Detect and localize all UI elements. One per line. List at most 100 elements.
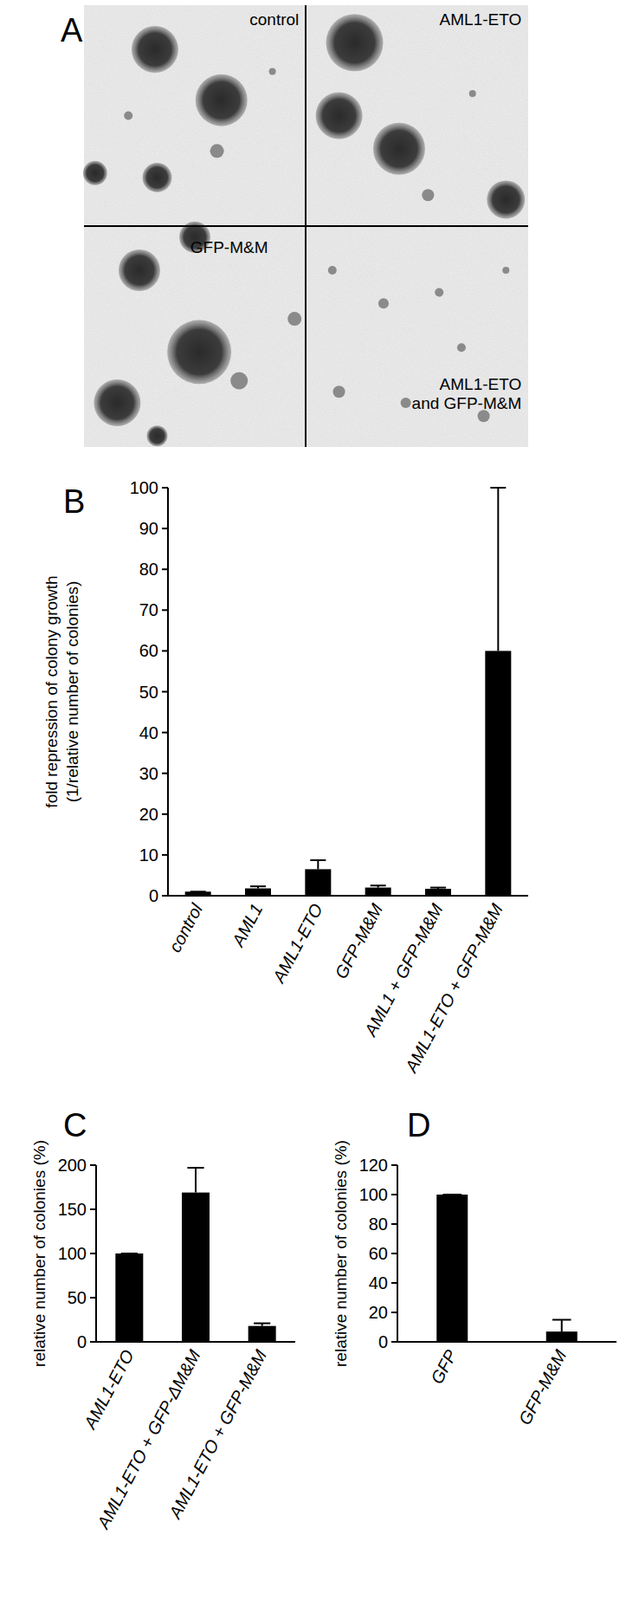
error-bar	[250, 885, 266, 888]
x-axis	[397, 1340, 617, 1343]
micrograph-background	[83, 225, 306, 447]
colony	[230, 372, 248, 390]
colony	[118, 249, 161, 291]
error-stem	[316, 859, 319, 869]
divider	[83, 225, 529, 227]
error-cap	[309, 858, 326, 861]
colony	[83, 161, 108, 186]
y-tick	[90, 1340, 97, 1343]
y-tick	[161, 894, 168, 897]
y-tick	[391, 1340, 398, 1343]
bar	[436, 1193, 468, 1342]
error-bar	[253, 1322, 271, 1326]
error-cap	[121, 1252, 138, 1254]
y-tick	[161, 608, 168, 611]
y-tick-label: 100	[58, 1243, 87, 1263]
axis-title: fold repression of colony growth	[42, 574, 61, 807]
chart: Crelative number of colonies (%)05010015…	[30, 1106, 296, 1532]
bar	[181, 1192, 210, 1342]
axis-title: (1/relative number of colonies)	[63, 580, 82, 803]
y-tick-label: 10	[139, 845, 159, 865]
y-tick-label: 80	[139, 559, 159, 579]
y-tick-label: 100	[359, 1184, 388, 1204]
bar	[546, 1330, 578, 1342]
colony	[328, 265, 337, 275]
error-bar	[309, 859, 326, 869]
y-tick-label: 0	[378, 1331, 388, 1351]
colony	[333, 385, 346, 398]
micrograph-label: AML1-ETO	[439, 10, 523, 29]
micrograph-background	[305, 225, 529, 447]
y-tick	[161, 813, 168, 815]
y-tick	[391, 1193, 398, 1195]
x-tick-label: AML1-ETO + GFP-M&M	[164, 1345, 271, 1522]
y-tick	[90, 1163, 97, 1166]
error-cap	[552, 1318, 572, 1321]
bar	[248, 1325, 277, 1342]
colony	[287, 311, 302, 326]
y-tick-label: 80	[368, 1213, 388, 1233]
y-tick-label: 50	[139, 682, 159, 702]
colony	[146, 425, 168, 446]
marks	[115, 1167, 276, 1342]
error-bar	[552, 1319, 572, 1332]
colony	[93, 379, 141, 426]
y-tick-label: 40	[368, 1272, 388, 1292]
y-tick-label: 90	[139, 518, 159, 538]
colony	[210, 143, 225, 158]
y-tick-label: 0	[148, 885, 159, 905]
panel-label: C	[63, 1106, 87, 1143]
y-tick-label: 200	[58, 1155, 87, 1175]
bar	[484, 650, 511, 896]
bar	[304, 868, 331, 896]
micrograph: AML1-ETOand GFP-M&M	[305, 225, 529, 447]
y-tick-label: 20	[368, 1302, 388, 1322]
y-tick	[161, 690, 168, 693]
error-stem	[194, 1167, 197, 1193]
colony	[434, 288, 444, 297]
y-tick	[161, 649, 168, 652]
error-cap	[442, 1193, 462, 1195]
error-bar	[430, 887, 446, 889]
error-cap	[187, 1166, 204, 1169]
error-bar	[370, 884, 387, 887]
colony	[195, 74, 248, 127]
colony	[421, 188, 434, 201]
micrograph: AML1-ETO	[305, 5, 529, 226]
axis-title: relative number of colonies (%)	[30, 1139, 49, 1367]
y-tick	[391, 1163, 398, 1166]
error-bar	[187, 1167, 204, 1193]
y-tick-label: 120	[359, 1155, 388, 1175]
error-bar	[190, 890, 207, 892]
y-tick-label: 60	[368, 1243, 388, 1263]
colony	[502, 266, 510, 274]
panel-label: D	[406, 1106, 431, 1143]
micrograph: control	[83, 5, 306, 226]
micrograph-label: and GFP-M&M	[412, 393, 523, 413]
error-bar	[490, 487, 506, 651]
colony	[469, 90, 477, 97]
y-tick	[161, 486, 168, 489]
colony	[123, 111, 133, 121]
x-tick-label: GFP-M&M	[515, 1345, 571, 1427]
y-tick-label: 100	[129, 477, 159, 497]
micrograph-label: GFP-M&M	[190, 238, 269, 257]
error-cap	[190, 890, 207, 892]
error-cap	[430, 886, 446, 889]
micrograph-label: control	[249, 10, 299, 29]
colony	[378, 297, 389, 309]
y-tick	[161, 527, 168, 530]
y-tick	[90, 1207, 97, 1210]
bar	[115, 1252, 143, 1342]
x-tick-label: control	[165, 899, 207, 956]
x-tick-label: AML1	[227, 900, 266, 950]
marks	[436, 1193, 578, 1342]
y-tick-label: 20	[139, 804, 159, 824]
panel-label: A	[60, 12, 84, 49]
colony	[486, 180, 525, 219]
colony	[131, 25, 179, 73]
error-cap	[253, 1322, 271, 1324]
y-tick-label: 0	[77, 1331, 87, 1351]
y-tick	[90, 1296, 97, 1298]
colony	[141, 162, 172, 193]
